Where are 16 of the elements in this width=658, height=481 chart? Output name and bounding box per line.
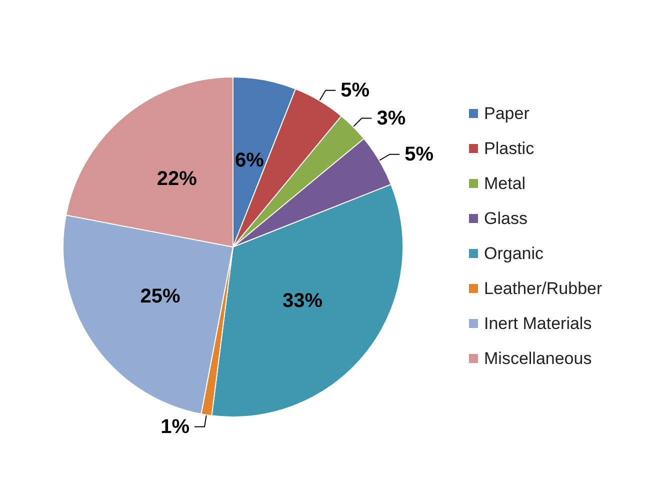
legend-label: Leather/Rubber — [484, 279, 602, 298]
legend-label: Organic — [484, 244, 544, 263]
data-label: 1% — [160, 416, 190, 438]
data-label: 5% — [340, 79, 370, 102]
data-label: 25% — [140, 285, 180, 308]
data-label: 5% — [404, 143, 434, 166]
data-label: 22% — [156, 168, 198, 190]
legend-label: Inert Materials — [484, 314, 592, 333]
data-label: 6% — [235, 150, 264, 172]
legend-label: Metal — [484, 174, 526, 193]
data-label: 3% — [376, 107, 406, 130]
legend-label: Paper — [484, 104, 530, 123]
data-label: 33% — [282, 290, 323, 312]
legend-label: Glass — [484, 209, 528, 228]
legend-label: Plastic — [484, 139, 535, 158]
legend-label: Miscellaneous — [484, 349, 592, 368]
